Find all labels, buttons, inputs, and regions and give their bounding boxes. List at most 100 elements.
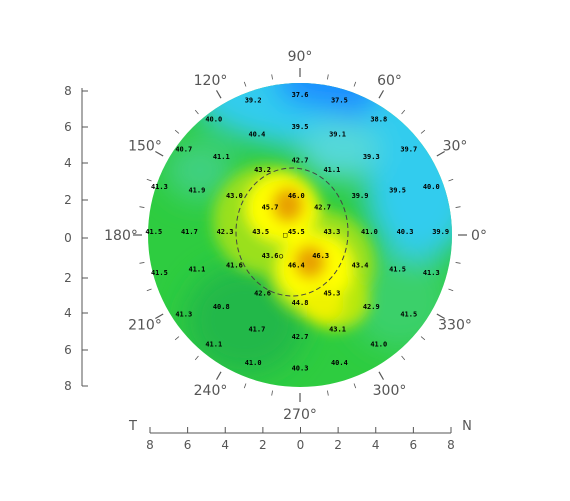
angle-tick xyxy=(401,355,406,361)
reading-value: 46.4 xyxy=(288,262,305,270)
reading-value: 41.0 xyxy=(361,228,378,236)
angle-label: 240° xyxy=(194,383,228,399)
angle-tick xyxy=(146,288,152,292)
y-tick-label: 4 xyxy=(64,306,72,320)
center-marker: □ xyxy=(283,231,287,239)
reading-value: 40.4 xyxy=(248,130,265,138)
reading-value: 45.7 xyxy=(262,203,279,211)
angle-tick xyxy=(455,206,461,208)
angle-tick xyxy=(353,81,357,87)
reading-value: 37.5 xyxy=(331,97,348,105)
angle-tick xyxy=(436,150,445,157)
y-tick-label: 8 xyxy=(64,379,72,393)
reading-value: 42.7 xyxy=(314,203,331,211)
angle-tick xyxy=(174,336,180,341)
reading-value: 43.6 xyxy=(262,252,279,260)
reading-value: 41.7 xyxy=(181,228,198,236)
y-tick-label: 6 xyxy=(64,120,72,134)
angle-tick xyxy=(455,262,461,264)
reading-value: 43.2 xyxy=(254,166,271,174)
reading-value: 43.4 xyxy=(352,262,369,270)
yellow-bottom-extension xyxy=(300,289,344,321)
reading-value: 40.3 xyxy=(397,228,414,236)
angle-tick xyxy=(401,109,406,115)
y-axis: 8 6 4 2 0 2 4 6 8 xyxy=(64,84,88,393)
reading-value: 37.6 xyxy=(292,91,309,99)
reading-value: 41.5 xyxy=(145,228,162,236)
x-tick-label: 6 xyxy=(410,438,418,452)
green-left-upper xyxy=(165,140,235,200)
reading-value: 41.3 xyxy=(175,310,192,318)
reading-value: 39.3 xyxy=(363,153,380,161)
color-map xyxy=(148,83,452,387)
reading-value: 41.0 xyxy=(370,340,387,348)
angle-scale: 90° 60° 30° 0° 330° 300° 270° 240° 210° 180° 150° 1… xyxy=(104,49,487,423)
angle-tick xyxy=(155,313,164,320)
angle-tick xyxy=(271,390,273,396)
reading-value: 41.3 xyxy=(151,183,168,191)
angle-label: 0° xyxy=(471,228,487,244)
readings: 37.6 39.2 37.5 40.0 38.8 39.5 40.4 39.1 40.7 39.7… xyxy=(145,91,449,373)
reading-value: 44.8 xyxy=(292,299,309,307)
angle-tick xyxy=(146,178,152,182)
reading-value: 39.5 xyxy=(292,123,309,131)
orange-lower-peak xyxy=(294,245,326,279)
x-tick-label: 8 xyxy=(146,438,154,452)
nasal-label: N xyxy=(462,419,472,434)
orange-upper-peak xyxy=(272,187,304,223)
angle-tick xyxy=(174,129,180,134)
angle-tick xyxy=(215,371,222,380)
angle-label: 90° xyxy=(288,49,313,65)
angle-tick xyxy=(448,288,454,292)
angle-tick xyxy=(448,178,454,182)
y-tick-label: 6 xyxy=(64,343,72,357)
reading-value: 39.7 xyxy=(400,145,417,153)
x-tick-label: 2 xyxy=(334,438,342,452)
pupil-center-marker: ○ xyxy=(279,252,283,260)
reading-value: 45.3 xyxy=(323,290,340,298)
angle-tick xyxy=(271,74,273,80)
y-tick-label: 4 xyxy=(64,156,72,170)
x-tick-label: 4 xyxy=(372,438,380,452)
reading-value: 42.7 xyxy=(292,333,309,341)
angle-tick xyxy=(327,390,329,396)
reading-value: 41.5 xyxy=(151,269,168,277)
reading-value: 42.9 xyxy=(363,303,380,311)
reading-value: 39.5 xyxy=(389,187,406,195)
reading-value: 40.4 xyxy=(331,359,348,367)
reading-value: 41.6 xyxy=(226,262,243,270)
x-tick-label: 8 xyxy=(447,438,455,452)
reading-value: 41.3 xyxy=(423,269,440,277)
angle-label: 120° xyxy=(194,73,228,89)
angle-tick xyxy=(327,74,329,80)
reading-value: 42.3 xyxy=(217,228,234,236)
reading-value: 42.6 xyxy=(254,290,271,298)
reading-value: 41.5 xyxy=(389,265,406,273)
y-tick-label: 2 xyxy=(64,271,72,285)
angle-label: 210° xyxy=(128,318,162,334)
y-tick-label: 2 xyxy=(64,193,72,207)
x-tick-label: 4 xyxy=(221,438,229,452)
reading-value: 41.1 xyxy=(188,265,205,273)
angle-tick xyxy=(155,150,164,157)
y-tick-label: 8 xyxy=(64,84,72,98)
reading-value: 40.3 xyxy=(292,365,309,373)
angle-tick xyxy=(139,262,145,264)
reading-value: 43.3 xyxy=(323,228,340,236)
reading-value: 40.0 xyxy=(205,115,222,123)
reading-value: 41.0 xyxy=(245,359,262,367)
reading-value: 43.5 xyxy=(252,228,269,236)
x-tick-label: 6 xyxy=(184,438,192,452)
angle-label: 180° xyxy=(104,228,138,244)
reading-value: 38.8 xyxy=(370,115,387,123)
reading-value: 40.7 xyxy=(175,145,192,153)
angle-label: 330° xyxy=(438,318,472,334)
reading-value: 41.1 xyxy=(213,153,230,161)
reading-value: 41.9 xyxy=(188,187,205,195)
x-tick-label: 2 xyxy=(259,438,267,452)
reading-value: 39.1 xyxy=(329,130,346,138)
angle-tick xyxy=(378,371,385,380)
angle-tick xyxy=(194,355,199,361)
reading-value: 46.0 xyxy=(288,192,305,200)
pupil-outline xyxy=(235,167,349,297)
